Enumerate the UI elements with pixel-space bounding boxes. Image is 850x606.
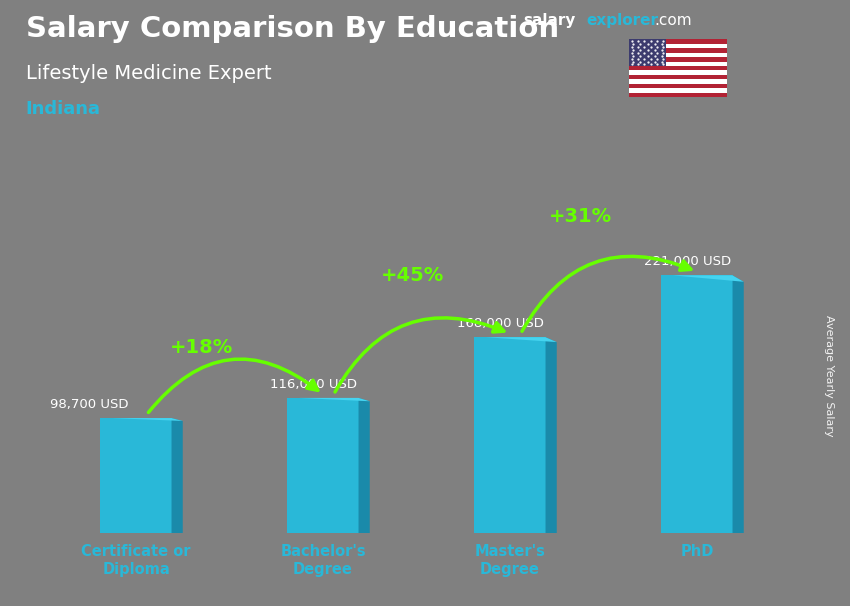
Bar bbox=[629, 39, 666, 66]
Text: Salary Comparison By Education: Salary Comparison By Education bbox=[26, 15, 558, 43]
Text: Lifestyle Medicine Expert: Lifestyle Medicine Expert bbox=[26, 64, 271, 82]
Polygon shape bbox=[100, 418, 172, 533]
Text: +18%: +18% bbox=[169, 338, 233, 357]
Bar bbox=[629, 88, 727, 93]
Polygon shape bbox=[287, 398, 359, 533]
Bar bbox=[629, 53, 727, 57]
Bar bbox=[629, 84, 727, 88]
Text: salary: salary bbox=[523, 13, 575, 28]
Bar bbox=[629, 62, 727, 66]
Text: .com: .com bbox=[654, 13, 692, 28]
Bar bbox=[629, 66, 727, 70]
Bar bbox=[629, 57, 727, 62]
Bar bbox=[629, 70, 727, 75]
Polygon shape bbox=[100, 418, 183, 421]
Bar bbox=[629, 48, 727, 53]
Text: 168,000 USD: 168,000 USD bbox=[457, 317, 544, 330]
Polygon shape bbox=[474, 337, 557, 342]
Bar bbox=[629, 39, 727, 44]
Polygon shape bbox=[359, 398, 370, 533]
Bar bbox=[629, 44, 727, 48]
Text: 98,700 USD: 98,700 USD bbox=[50, 398, 128, 411]
Text: +45%: +45% bbox=[381, 265, 444, 285]
Polygon shape bbox=[474, 337, 546, 533]
Text: +31%: +31% bbox=[549, 207, 612, 226]
Bar bbox=[629, 75, 727, 79]
Bar bbox=[629, 93, 727, 97]
Polygon shape bbox=[546, 337, 557, 533]
Text: Average Yearly Salary: Average Yearly Salary bbox=[824, 315, 834, 436]
Polygon shape bbox=[287, 398, 370, 401]
Polygon shape bbox=[661, 275, 733, 533]
Bar bbox=[629, 79, 727, 84]
Text: 221,000 USD: 221,000 USD bbox=[644, 255, 731, 268]
Text: Indiana: Indiana bbox=[26, 100, 100, 118]
Text: explorer: explorer bbox=[586, 13, 659, 28]
Polygon shape bbox=[172, 418, 183, 533]
Text: 116,000 USD: 116,000 USD bbox=[270, 378, 357, 391]
Polygon shape bbox=[733, 275, 744, 533]
Polygon shape bbox=[661, 275, 744, 282]
